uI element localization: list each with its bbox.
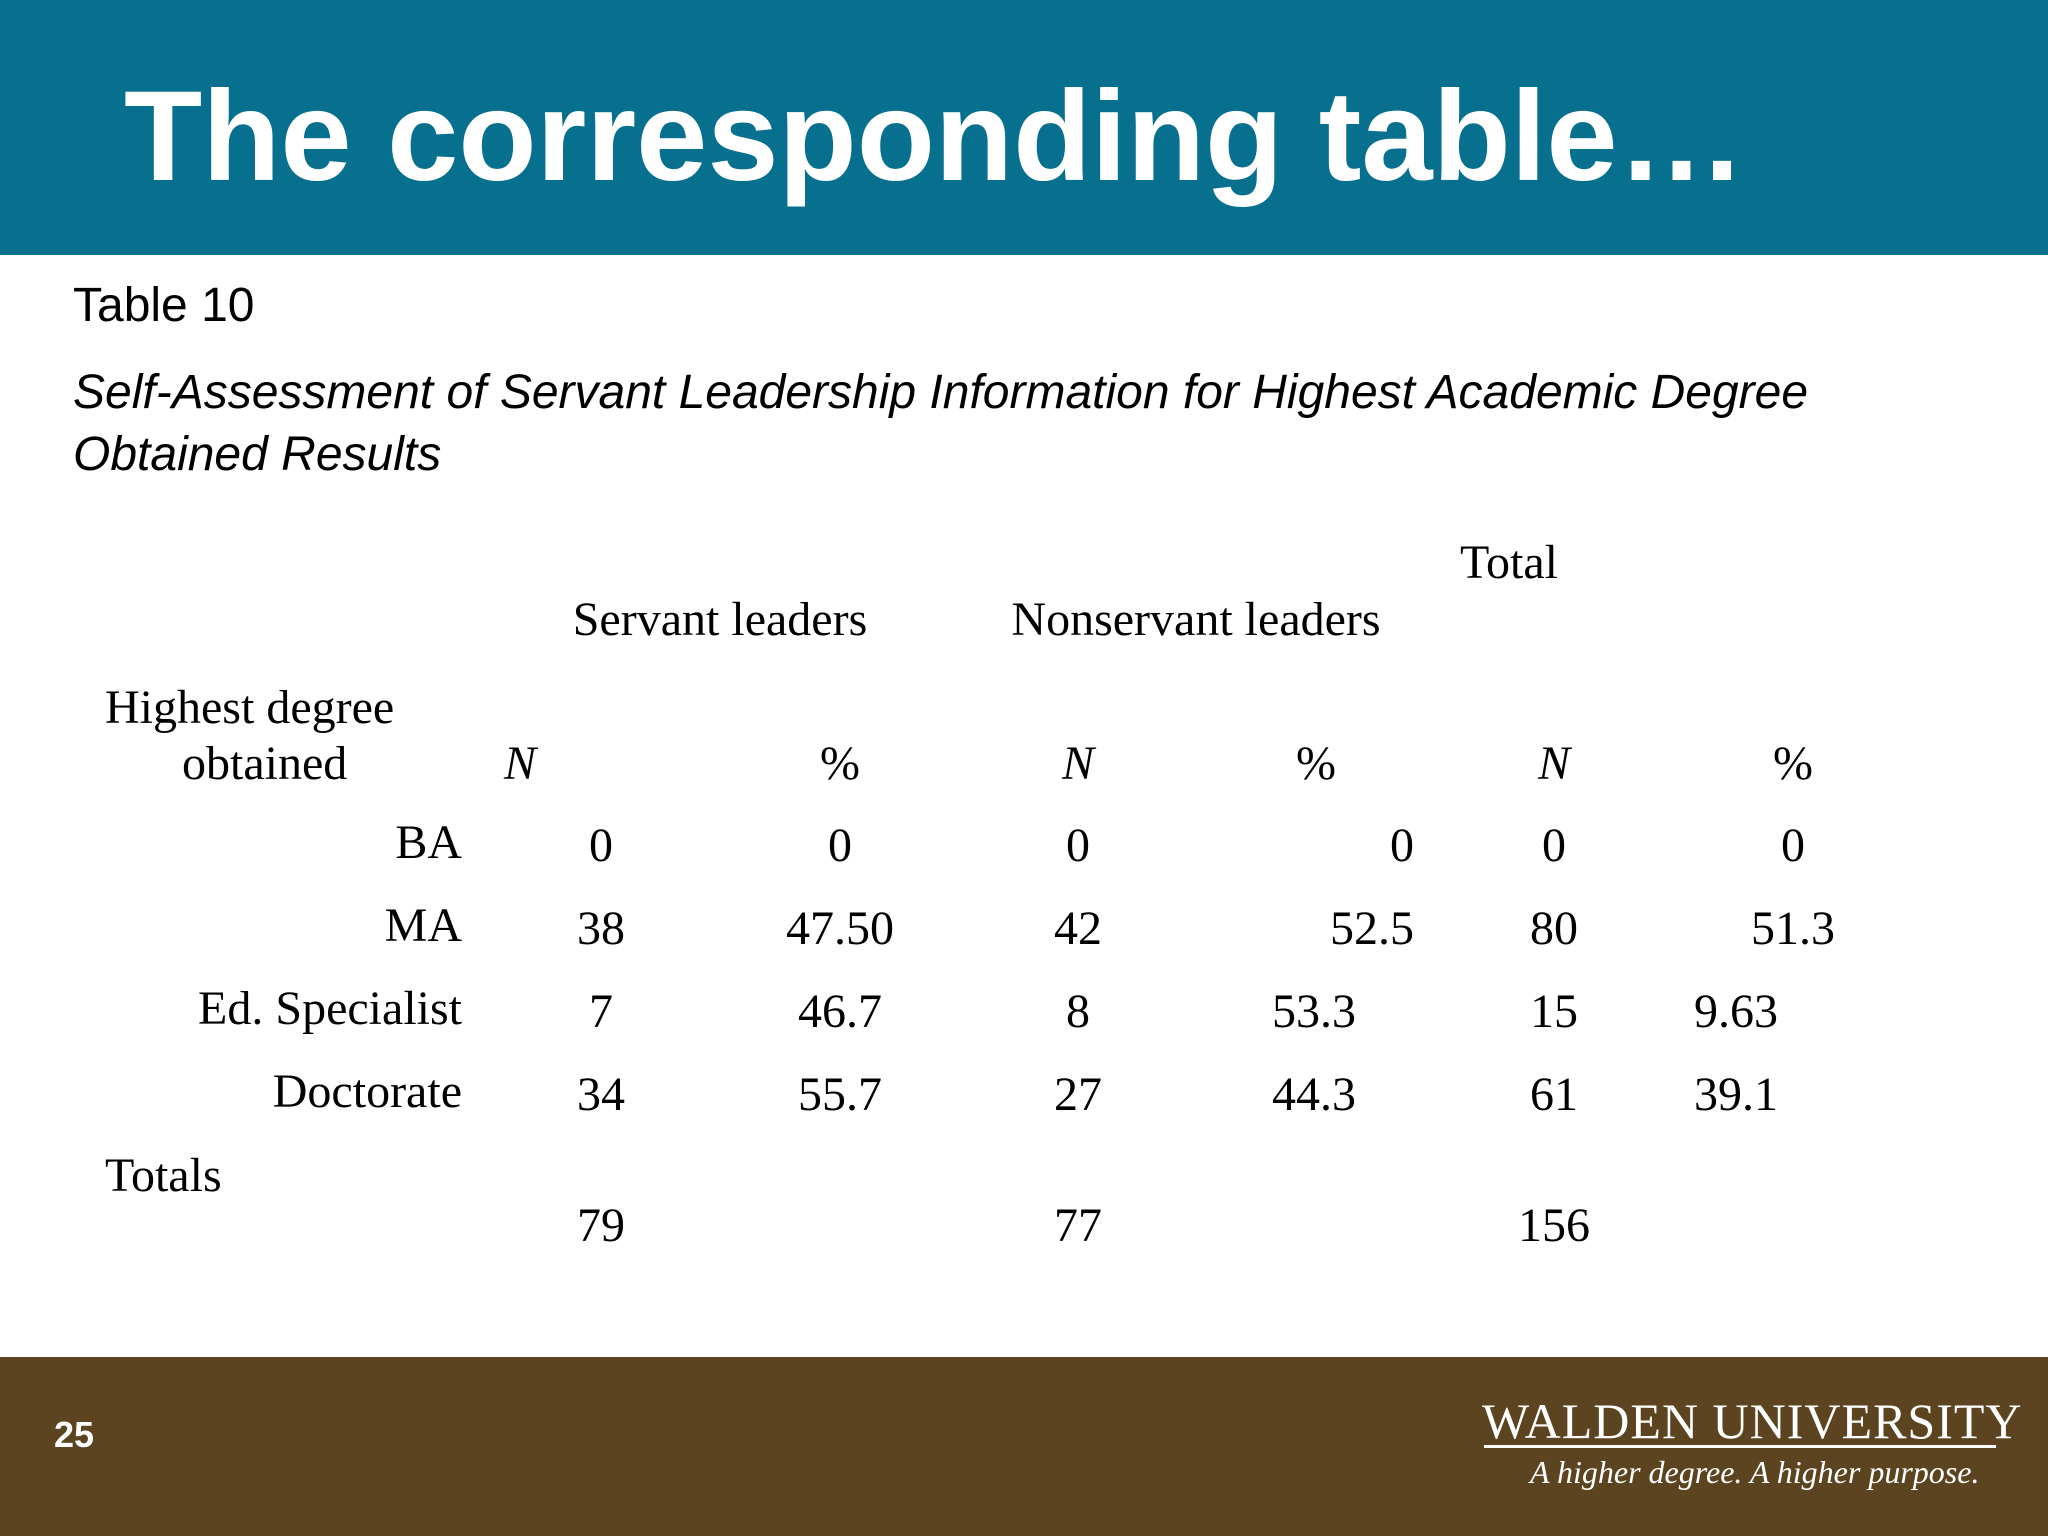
table-cell: 38 xyxy=(577,902,625,955)
row-label: BA xyxy=(395,816,462,869)
table-cell: 0 xyxy=(1542,819,1566,872)
col-total-pct: % xyxy=(1773,737,1813,790)
table-cell: 80 xyxy=(1530,902,1578,955)
table-cell: 46.7 xyxy=(798,985,882,1038)
header-servant-leaders: Servant leaders xyxy=(572,593,868,646)
table-cell: 51.3 xyxy=(1751,902,1835,955)
row-header-line1: Highest degree xyxy=(105,681,395,734)
table-cell: 42 xyxy=(1054,902,1102,955)
title-bar: The corresponding table… xyxy=(0,0,2048,255)
row-label: MA xyxy=(384,899,462,952)
university-tagline: A higher degree. A higher purpose. xyxy=(1530,1454,1980,1490)
table-cell: 15 xyxy=(1530,985,1578,1038)
col-servant-pct: % xyxy=(820,737,860,790)
table-cell: 61 xyxy=(1530,1068,1578,1121)
total-overall: 156 xyxy=(1518,1199,1590,1252)
table-cell: 0 xyxy=(589,819,613,872)
col-nonservant-n: N xyxy=(1061,737,1095,790)
header-total: Total xyxy=(1460,536,1558,589)
col-total-n: N xyxy=(1537,737,1571,790)
table-cell: 52.5 xyxy=(1330,902,1414,955)
table-cell: 55.7 xyxy=(798,1068,882,1121)
col-nonservant-pct: % xyxy=(1296,737,1336,790)
slide-title: The corresponding table… xyxy=(124,65,1746,208)
row-label: Ed. Specialist xyxy=(198,982,462,1035)
table-cell: 39.1 xyxy=(1694,1068,1778,1121)
table-cell: 0 xyxy=(828,819,852,872)
total-nonservant: 77 xyxy=(1054,1199,1102,1252)
logo-divider xyxy=(1484,1445,1996,1448)
table-cell: 47.50 xyxy=(786,902,894,955)
col-servant-n: N xyxy=(503,737,537,790)
university-name: WALDEN UNIVERSITY xyxy=(1482,1393,2023,1449)
table-cell: 9.63 xyxy=(1694,985,1778,1038)
table-cell: 53.3 xyxy=(1272,985,1356,1038)
totals-label: Totals xyxy=(105,1149,222,1202)
total-servant: 79 xyxy=(577,1199,625,1252)
header-nonservant-leaders: Nonservant leaders xyxy=(1011,593,1381,646)
table-cell: 0 xyxy=(1390,819,1414,872)
table-cell: 0 xyxy=(1066,819,1090,872)
table-cell: 44.3 xyxy=(1272,1068,1356,1121)
row-header-line2: obtained xyxy=(182,737,348,790)
slide-number: 25 xyxy=(54,1414,95,1455)
table-cell: 0 xyxy=(1781,819,1805,872)
table-number: Table 10 xyxy=(73,279,255,332)
table-cell: 27 xyxy=(1054,1068,1102,1121)
table-cell: 8 xyxy=(1066,985,1090,1038)
row-label: Doctorate xyxy=(272,1065,462,1118)
table-cell: 34 xyxy=(577,1068,625,1121)
table-caption: Self-Assessment of Servant Leadership In… xyxy=(73,366,1809,481)
table-cell: 7 xyxy=(589,985,613,1038)
